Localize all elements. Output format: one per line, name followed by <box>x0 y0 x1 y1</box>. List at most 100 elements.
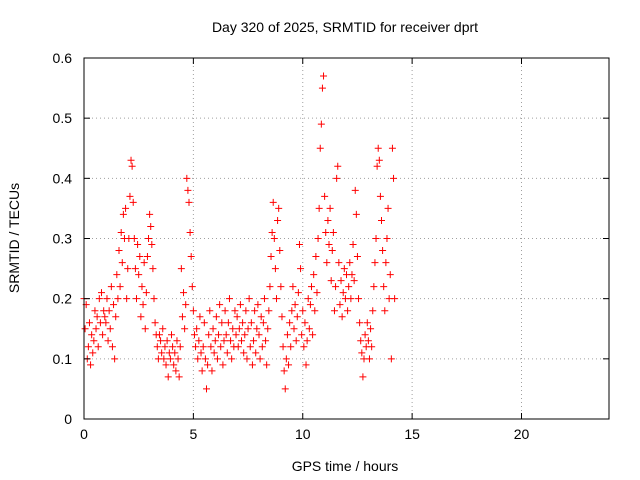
y-tick-label: 0.6 <box>53 50 73 66</box>
data-point <box>177 265 185 273</box>
data-point <box>303 337 311 345</box>
data-point <box>145 235 153 242</box>
data-point <box>336 301 344 309</box>
data-point <box>339 289 347 297</box>
data-point <box>180 289 188 297</box>
data-point <box>345 283 353 291</box>
y-tick-label: 0.2 <box>53 291 73 307</box>
data-point <box>368 343 376 351</box>
data-point <box>201 355 209 363</box>
data-point <box>271 265 279 273</box>
data-point <box>315 204 323 212</box>
data-point <box>115 247 123 255</box>
x-axis-label: GPS time / hours <box>292 458 399 474</box>
data-point <box>147 222 155 230</box>
data-point <box>279 343 287 351</box>
data-point <box>169 343 177 351</box>
data-point <box>228 355 236 363</box>
data-point <box>299 307 307 315</box>
data-point <box>195 337 203 345</box>
data-point <box>127 156 135 164</box>
data-point <box>311 307 319 315</box>
data-point <box>220 337 228 345</box>
data-point <box>357 337 365 345</box>
data-point <box>206 307 214 315</box>
data-point <box>266 283 274 291</box>
data-point <box>175 373 183 381</box>
data-point <box>268 228 276 236</box>
data-point <box>128 162 136 170</box>
data-point <box>218 319 226 327</box>
data-point <box>314 235 322 242</box>
data-point <box>361 331 369 339</box>
data-point <box>114 295 122 303</box>
data-point <box>309 331 317 339</box>
data-point <box>134 241 142 249</box>
data-point <box>241 331 249 339</box>
data-point <box>316 144 324 152</box>
data-point <box>173 337 181 345</box>
data-point <box>200 319 208 327</box>
data-point <box>239 319 247 327</box>
data-point <box>119 210 127 218</box>
data-point <box>248 361 256 369</box>
data-point <box>163 337 171 345</box>
data-point <box>328 247 336 255</box>
data-point <box>352 210 360 218</box>
data-point <box>133 295 140 303</box>
data-point <box>379 247 387 255</box>
data-point <box>367 325 375 333</box>
data-point <box>194 355 202 363</box>
data-point <box>325 241 333 249</box>
data-point <box>334 162 342 170</box>
data-point <box>141 325 149 333</box>
data-point <box>254 301 262 309</box>
data-point <box>188 283 196 291</box>
data-point <box>359 373 367 381</box>
data-point <box>369 307 377 315</box>
data-point <box>235 325 243 333</box>
data-point <box>330 307 338 315</box>
x-tick-label: 10 <box>295 426 311 442</box>
data-point <box>207 343 215 351</box>
data-point <box>302 361 310 369</box>
data-point <box>111 355 119 363</box>
data-point <box>190 331 198 339</box>
data-point <box>102 319 110 327</box>
data-point <box>146 210 154 218</box>
data-point <box>364 337 372 345</box>
data-point <box>374 144 382 152</box>
data-point <box>236 301 244 309</box>
data-point <box>183 174 191 182</box>
data-point <box>148 241 156 249</box>
x-tick-label: 20 <box>514 426 530 442</box>
data-point <box>151 319 159 327</box>
data-point <box>391 295 399 303</box>
data-point <box>87 361 95 369</box>
data-point <box>289 283 297 291</box>
data-point <box>372 235 380 242</box>
data-point <box>378 216 385 224</box>
data-point <box>256 355 264 363</box>
data-point <box>270 235 278 242</box>
data-point <box>252 349 260 357</box>
data-point <box>329 228 337 236</box>
data-point <box>231 307 239 315</box>
data-point <box>295 241 303 249</box>
data-point <box>281 385 289 393</box>
data-point <box>139 301 147 309</box>
data-point <box>199 343 207 351</box>
data-point <box>101 313 109 321</box>
data-point <box>326 204 334 212</box>
data-point <box>370 283 378 291</box>
data-point <box>384 204 392 212</box>
data-point <box>285 361 293 369</box>
y-tick-label: 0.4 <box>53 170 73 186</box>
data-point <box>171 349 179 357</box>
data-point <box>222 331 230 339</box>
data-point <box>301 319 309 327</box>
data-point <box>338 313 346 321</box>
data-point <box>118 259 126 267</box>
data-point <box>373 162 381 170</box>
